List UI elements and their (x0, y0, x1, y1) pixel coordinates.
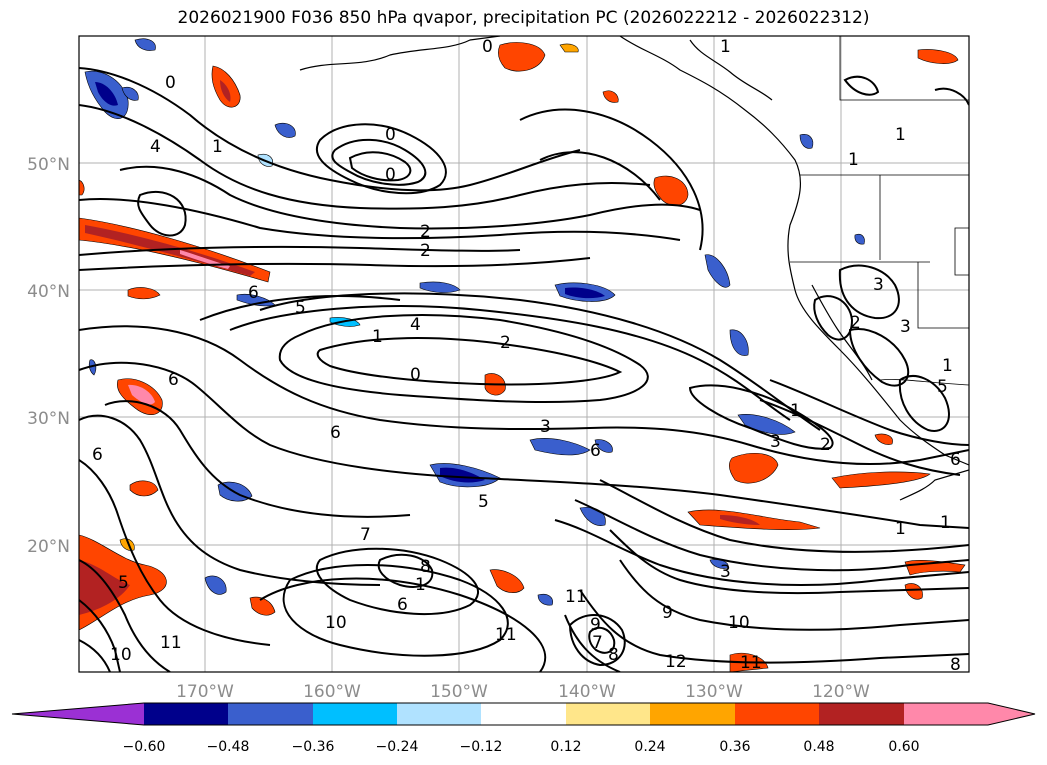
contour-label: 6 (248, 283, 259, 303)
colorbar-tick: 0.24 (634, 739, 665, 755)
contour-label: 5 (478, 492, 489, 512)
precip-positive-areas (79, 42, 966, 672)
political-borders (790, 36, 969, 386)
longitude-labels: 170°W 160°W 150°W 140°W 130°W 120°W (176, 682, 870, 702)
contour-label: 9 (662, 603, 673, 623)
colorbar-outline (11, 702, 1036, 726)
contour-label: 3 (873, 275, 884, 295)
contour-label: 5 (295, 298, 306, 318)
contour-label: 10 (110, 645, 132, 665)
colorbar-tick: 0.36 (719, 739, 750, 755)
contour-label: 10 (325, 613, 347, 633)
contour-label: 5 (937, 377, 948, 397)
colorbar-tick: −0.24 (376, 739, 419, 755)
colorbar-segment (228, 703, 313, 725)
contour-label: 11 (565, 587, 587, 607)
contour-label: 1 (790, 401, 801, 421)
lon-label-130w: 130°W (685, 682, 743, 702)
colorbar-tick: 0.12 (550, 739, 581, 755)
contour-label: 4 (150, 137, 161, 157)
contour-label: 1 (942, 356, 953, 376)
contour-label: 4 (410, 315, 421, 335)
contour-label: 3 (540, 417, 551, 437)
lon-label-160w: 160°W (303, 682, 361, 702)
colorbar-segment (650, 703, 735, 725)
contour-label: 6 (590, 441, 601, 461)
contour-label: 1 (895, 125, 906, 145)
contour-label: 11 (740, 653, 762, 673)
contour-label: 5 (118, 573, 129, 593)
contour-label: 3 (900, 317, 911, 337)
contour-label: 12 (665, 652, 687, 672)
contour-label: 2 (850, 313, 861, 333)
contour-label: 7 (592, 633, 603, 653)
lat-label-30n: 30°N (27, 409, 70, 429)
lon-label-140w: 140°W (558, 682, 616, 702)
contour-label: 1 (895, 519, 906, 539)
colorbar-tick: −0.12 (460, 739, 503, 755)
contour-label: 10 (728, 613, 750, 633)
lon-label-170w: 170°W (176, 682, 234, 702)
colorbar-tick: 0.48 (803, 739, 834, 755)
contour-label: 1 (848, 150, 859, 170)
contour-label: 1 (372, 327, 383, 347)
contour-label: 1 (940, 513, 951, 533)
contour-label: 6 (92, 445, 103, 465)
map-frame (78, 35, 970, 673)
colorbar-tick: −0.48 (207, 739, 250, 755)
contour-label: 8 (950, 655, 961, 675)
contour-label: 0 (410, 365, 421, 385)
lat-label-50n: 50°N (27, 155, 70, 175)
colorbar-segment (397, 703, 481, 725)
precip-negative-areas (84, 38, 865, 606)
colorbar-segment (144, 703, 228, 725)
contour-label: 2 (500, 333, 511, 353)
contour-label: 2 (820, 435, 831, 455)
lat-label-40n: 40°N (27, 282, 70, 302)
lon-label-150w: 150°W (430, 682, 488, 702)
colorbar-ticks: −0.60 −0.48 −0.36 −0.24 −0.12 0.12 0.24 … (123, 739, 920, 755)
latitude-labels: 50°N 40°N 30°N 20°N (27, 155, 70, 557)
lat-label-20n: 20°N (27, 537, 70, 557)
contour-label: 6 (950, 450, 961, 470)
contour-label: 1 (212, 137, 223, 157)
lon-label-120w: 120°W (812, 682, 870, 702)
colorbar-segment (735, 703, 819, 725)
colorbar-tick: −0.60 (123, 739, 166, 755)
colorbar-tick: 0.60 (888, 739, 919, 755)
colorbar-tick: −0.36 (292, 739, 335, 755)
contour-label: 0 (385, 165, 396, 185)
colorbar-extend-left (12, 703, 144, 725)
contour-label: 3 (720, 562, 731, 582)
contour-label: 6 (168, 370, 179, 390)
contour-label: 3 (770, 432, 781, 452)
contour-label: 8 (420, 557, 431, 577)
contour-label: 7 (360, 525, 371, 545)
contour-label: 2 (420, 222, 431, 242)
qvapor-contours (79, 67, 969, 672)
contour-labels: 0 0 0 0 4 1 1 2 2 6 5 4 1 2 0 1 1 3 2 6 … (92, 37, 961, 675)
contour-label: 2 (420, 241, 431, 261)
colorbar-segment (904, 703, 988, 725)
contour-label: 0 (385, 125, 396, 145)
contour-label: 11 (495, 625, 517, 645)
contour-label: 6 (330, 423, 341, 443)
contour-label: 11 (160, 633, 182, 653)
contour-label: 0 (165, 73, 176, 93)
contour-label: 0 (482, 37, 493, 57)
contour-label: 1 (415, 575, 426, 595)
contour-label: 1 (720, 37, 731, 57)
contour-label: 9 (590, 615, 601, 635)
colorbar (11, 702, 1036, 726)
colorbar-segment (313, 703, 397, 725)
contour-label: 8 (608, 645, 619, 665)
colorbar-extend-right (988, 703, 1035, 725)
gridlines (79, 36, 969, 672)
colorbar-segment (566, 703, 650, 725)
map-title: 2026021900 F036 850 hPa qvapor, precipit… (177, 8, 870, 28)
colorbar-segment (819, 703, 904, 725)
contour-label: 6 (397, 595, 408, 615)
colorbar-segment (481, 703, 566, 725)
